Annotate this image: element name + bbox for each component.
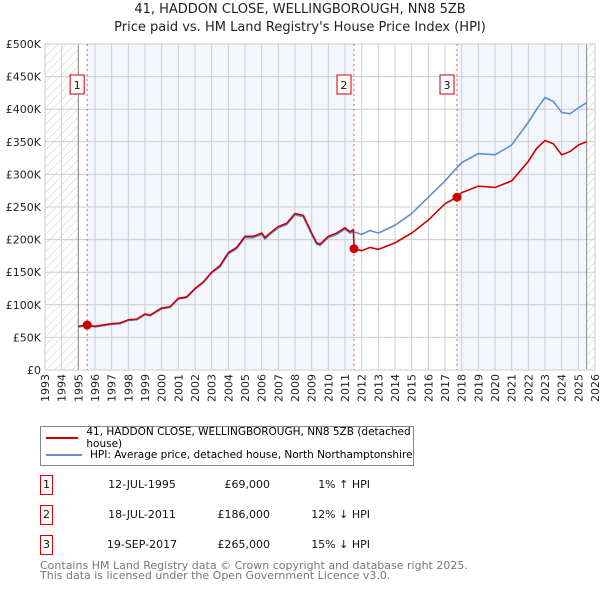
x-tick-label: 2008 <box>289 374 302 402</box>
x-tick-label: 1998 <box>122 374 135 402</box>
sale-row: 3 19-SEP-2017 £265,000 15% ↓ HPI <box>40 535 440 555</box>
sale-row: 1 12-JUL-1995 £69,000 1% ↑ HPI <box>40 475 440 495</box>
y-tick-label: £0 <box>27 364 41 377</box>
x-tick-label: 2004 <box>222 374 235 402</box>
x-tick-label: 2015 <box>406 374 419 402</box>
x-tick-label: 2001 <box>172 374 185 402</box>
sale-date: 12-JUL-1995 <box>108 478 176 491</box>
x-tick-label: 1999 <box>139 374 152 402</box>
y-tick-label: £250K <box>6 201 42 214</box>
y-tick-label: £400K <box>6 103 42 116</box>
x-tick-label: 2018 <box>456 374 469 402</box>
y-tick-label: £500K <box>6 38 42 51</box>
x-tick-label: 2019 <box>472 374 485 402</box>
legend-swatch-hpi <box>46 453 82 456</box>
x-tick-label: 2005 <box>239 374 252 402</box>
footer-line-2: This data is licensed under the Open Gov… <box>40 569 391 582</box>
sale-point <box>349 244 359 254</box>
sale-label: 2 <box>341 79 348 92</box>
sale-price: £69,000 <box>224 478 271 491</box>
legend: 41, HADDON CLOSE, WELLINGBOROUGH, NN8 5Z… <box>40 426 414 466</box>
property-price-line <box>78 139 587 328</box>
x-tick-label: 2021 <box>506 374 519 402</box>
x-tick-label: 2020 <box>489 374 502 402</box>
footer: Contains HM Land Registry data © Crown c… <box>40 559 468 582</box>
x-tick-label: 1994 <box>56 374 69 402</box>
sale-hpi-diff: 15% ↓ HPI <box>311 538 370 551</box>
x-tick-label: 2017 <box>439 374 452 402</box>
x-tick-label: 2009 <box>306 374 319 402</box>
x-tick-label: 2011 <box>339 374 352 402</box>
legend-label-hpi: HPI: Average price, detached house, Nort… <box>90 448 413 461</box>
x-tick-label: 1997 <box>106 374 119 402</box>
footer-line-1: Contains HM Land Registry data © Crown c… <box>40 559 468 572</box>
sale-label-box <box>439 74 455 95</box>
x-tick-label: 2016 <box>422 374 435 402</box>
chart-plot: 1993 1994 1995 1996 1997 1998 1999 2000 2001 2002… <box>6 38 600 402</box>
x-tick-label: 2006 <box>256 374 269 402</box>
y-tick-label: £200K <box>6 234 42 247</box>
sale-hpi-diff: 12% ↓ HPI <box>311 508 370 521</box>
x-tick-label: 2024 <box>556 374 569 402</box>
y-tick-label: £150K <box>6 266 42 279</box>
y-tick-label: £350K <box>6 136 42 149</box>
sale-date: 19-SEP-2017 <box>106 538 178 551</box>
sale-label: 1 <box>74 79 81 92</box>
x-tick-label: 2007 <box>272 374 285 402</box>
x-tick-label: 1996 <box>89 374 102 402</box>
x-tick-label: 1995 <box>72 374 85 402</box>
y-tick-label: £100K <box>6 299 42 312</box>
plot-border <box>44 43 596 371</box>
sale-price: £265,000 <box>217 538 271 551</box>
x-tick-label: 1993 <box>39 374 52 402</box>
x-tick-label: 2026 <box>589 374 600 402</box>
sale-label: 3 <box>444 79 451 92</box>
chart-title: 41, HADDON CLOSE, WELLINGBOROUGH, NN8 5Z… <box>134 2 466 17</box>
x-tick-label: 2010 <box>322 374 335 402</box>
x-tick-label: 2002 <box>189 374 202 402</box>
x-tick-label: 2023 <box>539 374 552 402</box>
x-tick-label: 2022 <box>522 374 535 402</box>
x-tick-label: 2003 <box>206 374 219 402</box>
chart-subtitle: Price paid vs. HM Land Registry's House … <box>114 20 486 35</box>
sale-point <box>82 320 92 330</box>
legend-swatch-property <box>46 436 79 439</box>
sale-number: 2 <box>40 505 53 525</box>
sale-label-box <box>69 74 85 95</box>
sale-row: 2 18-JUL-2011 £186,000 12% ↓ HPI <box>40 505 440 525</box>
sale-date: 18-JUL-2011 <box>108 508 176 521</box>
sale-hpi-diff: 1% ↑ HPI <box>318 478 370 491</box>
sale-number: 3 <box>40 535 53 555</box>
y-tick-label: £450K <box>6 71 42 84</box>
sale-point <box>452 192 462 202</box>
sale-label-box <box>336 74 352 95</box>
y-tick-label: £50K <box>13 331 42 344</box>
legend-label-property: 41, HADDON CLOSE, WELLINGBOROUGH, NN8 5Z… <box>86 425 411 450</box>
sale-price: £186,000 <box>217 508 271 521</box>
sale-number: 1 <box>40 475 53 495</box>
x-tick-label: 2000 <box>156 374 169 402</box>
x-tick-label: 2012 <box>356 374 369 402</box>
x-tick-label: 2014 <box>389 374 402 402</box>
x-tick-label: 2025 <box>572 374 585 402</box>
y-tick-label: £300K <box>6 168 42 181</box>
x-tick-label: 2013 <box>372 374 385 402</box>
